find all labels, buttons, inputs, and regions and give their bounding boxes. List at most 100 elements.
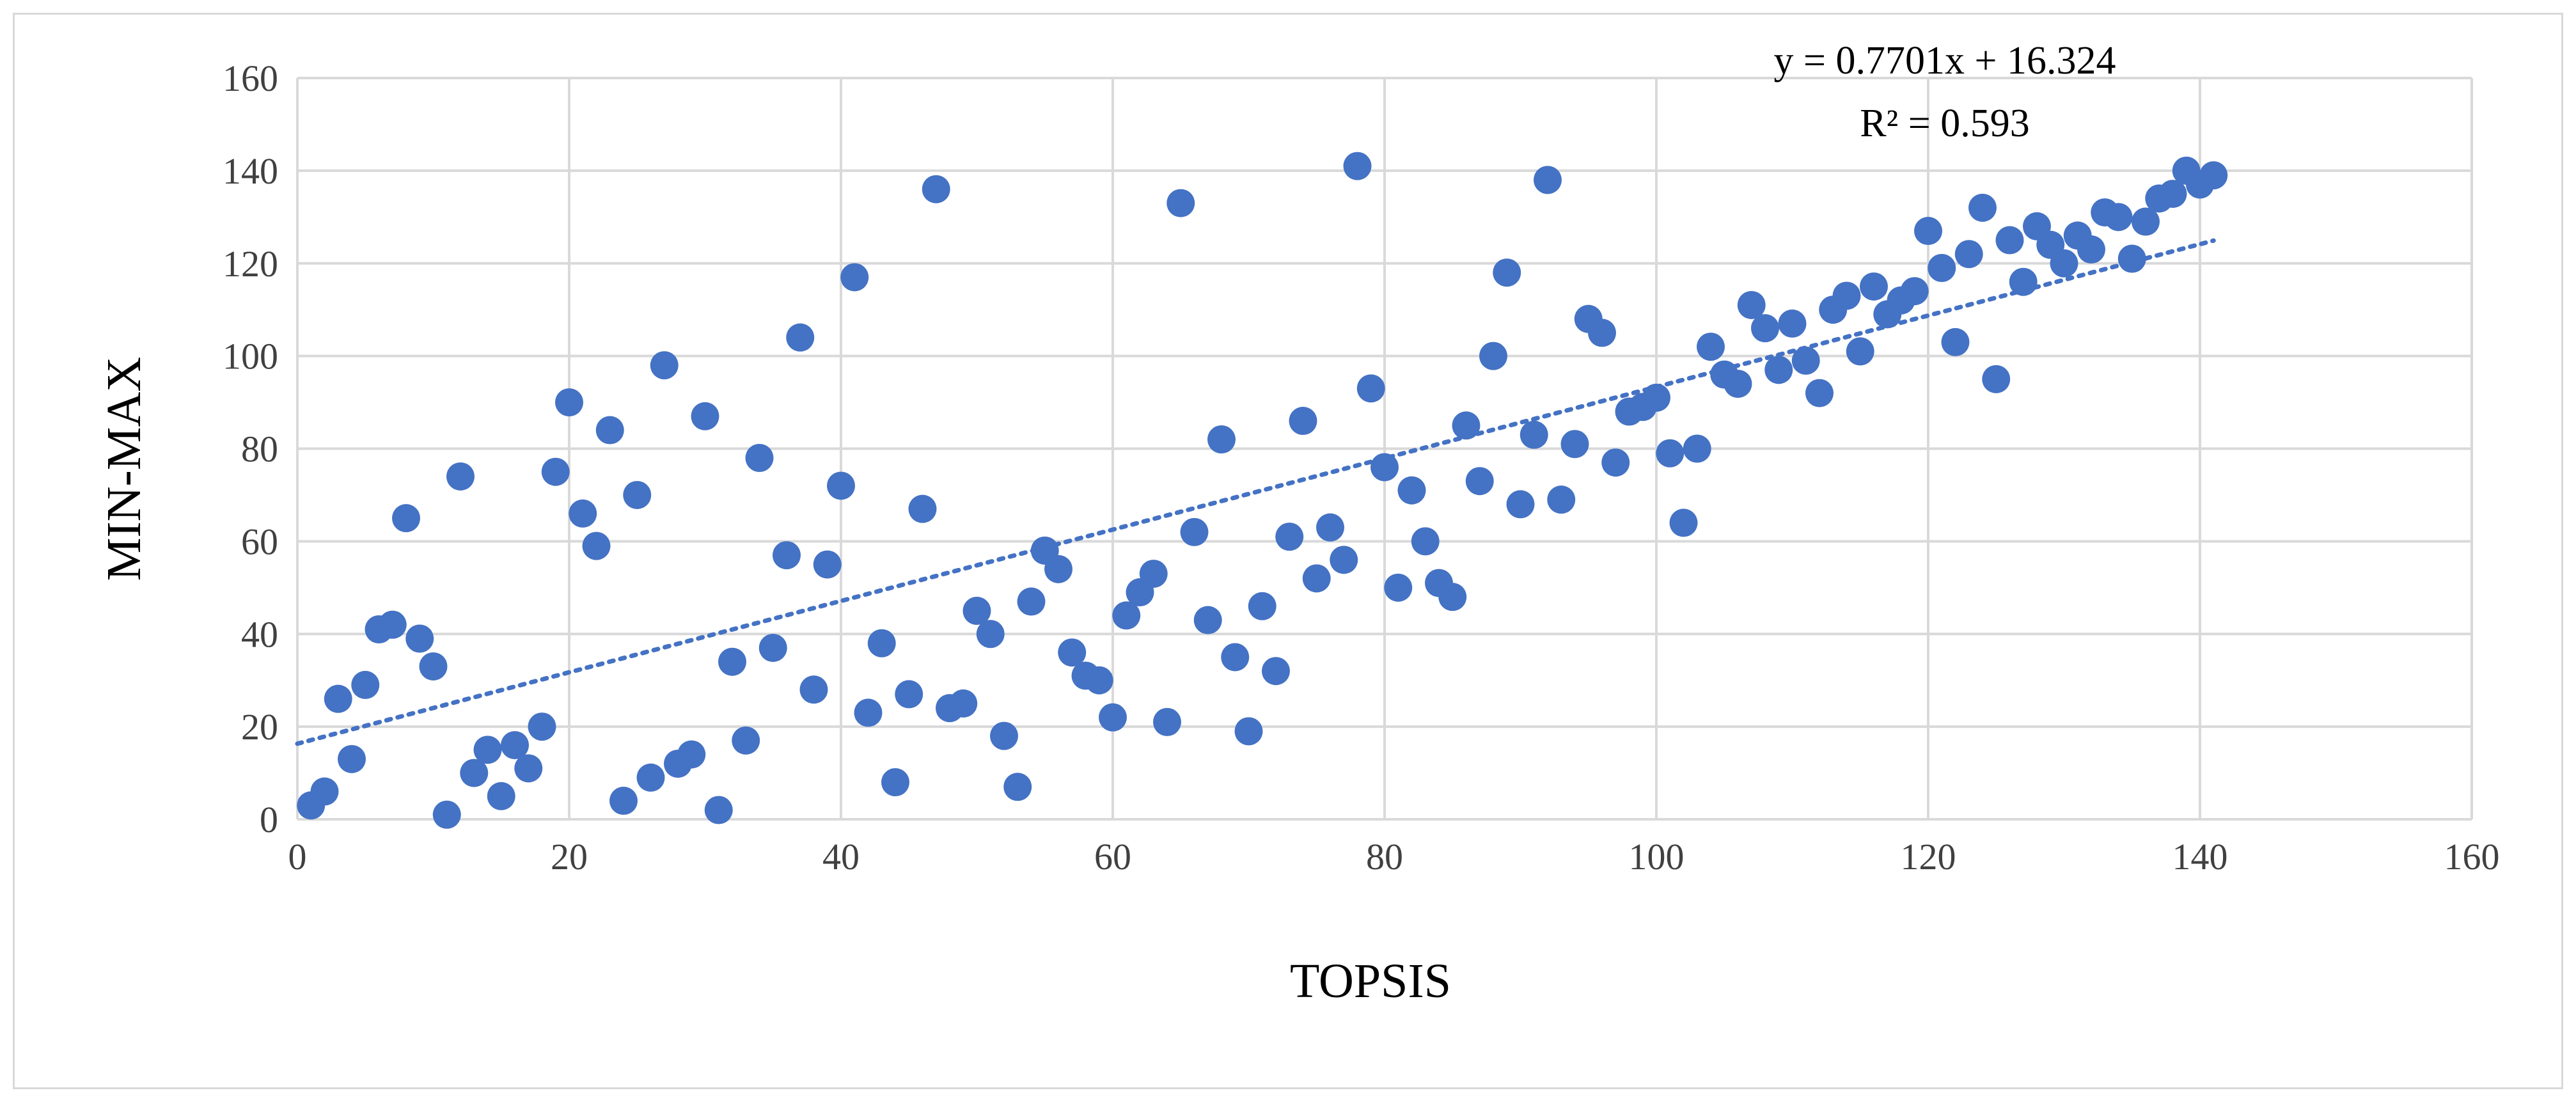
data-point-87: [1465, 467, 1494, 496]
y-tick-label-160: 160: [223, 58, 278, 99]
data-point-76: [1316, 513, 1344, 542]
data-point-125: [1982, 365, 2011, 393]
data-point-17: [514, 754, 543, 783]
y-tick-label-80: 80: [241, 429, 278, 470]
x-tick-label-80: 80: [1366, 836, 1403, 878]
data-point-123: [1954, 240, 1983, 269]
data-point-40: [827, 471, 855, 500]
y-tick-label-40: 40: [241, 613, 278, 655]
data-point-83: [1411, 527, 1440, 556]
data-point-121: [1928, 253, 1956, 282]
data-point-29: [677, 740, 706, 769]
data-point-101: [1656, 439, 1685, 468]
data-point-38: [799, 675, 828, 704]
data-point-14: [473, 736, 502, 764]
data-point-124: [1968, 193, 1997, 222]
data-point-15: [487, 782, 515, 810]
data-point-59: [1085, 666, 1113, 695]
data-point-49: [949, 689, 978, 718]
data-point-37: [786, 323, 815, 352]
tick-labels: 0 20 40 60 80 100 120 140 160 0 20 40 60 80 100 120 140 1…: [223, 58, 2500, 878]
data-point-104: [1697, 333, 1725, 361]
data-point-108: [1751, 314, 1779, 343]
data-point-81: [1384, 573, 1413, 602]
data-point-67: [1193, 606, 1222, 634]
data-points: [297, 152, 2228, 829]
data-point-12: [446, 462, 475, 491]
data-point-112: [1805, 379, 1834, 407]
data-point-114: [1832, 281, 1861, 310]
data-point-42: [854, 698, 883, 727]
data-point-72: [1262, 657, 1290, 686]
data-point-52: [990, 721, 1018, 750]
data-point-63: [1139, 560, 1168, 588]
data-point-130: [2050, 249, 2078, 278]
data-point-22: [582, 531, 611, 560]
data-point-73: [1275, 523, 1304, 551]
y-tick-label-140: 140: [223, 150, 278, 192]
data-point-107: [1737, 290, 1766, 319]
data-point-21: [569, 499, 597, 528]
data-point-138: [2158, 180, 2187, 209]
data-point-24: [609, 787, 638, 815]
data-point-32: [718, 647, 746, 676]
data-point-4: [338, 744, 366, 773]
grid-layer: [296, 77, 2473, 821]
data-point-60: [1099, 703, 1127, 732]
data-point-122: [1941, 327, 1970, 356]
data-point-25: [623, 480, 652, 509]
data-point-79: [1356, 374, 1385, 403]
data-point-30: [691, 402, 719, 430]
data-point-135: [2117, 244, 2146, 273]
x-tick-label-20: 20: [551, 836, 588, 878]
data-point-120: [1914, 217, 1942, 246]
data-point-39: [813, 550, 842, 579]
x-tick-label-120: 120: [1901, 836, 1956, 878]
data-point-5: [351, 670, 380, 699]
data-point-66: [1180, 517, 1209, 546]
data-point-19: [541, 457, 570, 486]
data-point-85: [1438, 583, 1467, 611]
data-point-54: [1017, 587, 1046, 616]
data-point-116: [1860, 272, 1888, 301]
data-point-44: [881, 768, 909, 797]
data-point-57: [1058, 638, 1087, 667]
x-tick-label-60: 60: [1094, 836, 1131, 878]
data-point-65: [1166, 189, 1195, 217]
data-point-23: [595, 416, 624, 445]
x-tick-label-140: 140: [2172, 836, 2228, 878]
data-point-82: [1397, 476, 1426, 505]
data-point-91: [1520, 420, 1548, 449]
data-point-68: [1207, 425, 1236, 454]
data-point-86: [1452, 411, 1480, 440]
data-point-78: [1343, 152, 1372, 180]
data-point-16: [501, 731, 529, 760]
data-point-94: [1560, 430, 1589, 459]
data-point-36: [773, 541, 801, 570]
data-point-7: [378, 610, 407, 639]
data-point-70: [1234, 717, 1263, 746]
y-tick-label-0: 0: [260, 799, 278, 840]
data-point-127: [2009, 267, 2038, 296]
data-point-47: [922, 175, 950, 203]
data-point-26: [636, 763, 665, 792]
data-point-136: [2132, 207, 2160, 236]
data-point-75: [1302, 564, 1331, 593]
data-point-33: [732, 726, 760, 755]
trendline-equation: y = 0.7701x + 16.324: [1774, 39, 2116, 83]
data-point-20: [555, 388, 583, 417]
data-point-132: [2077, 235, 2105, 264]
linear-trendline: [295, 238, 2216, 746]
scatter-chart: 0 20 40 60 80 100 120 140 160 0 20 40 60 80 100 120 140 1…: [97, 39, 2500, 1008]
data-point-11: [432, 800, 461, 829]
data-point-46: [908, 494, 937, 523]
data-point-111: [1791, 346, 1820, 375]
x-tick-label-0: 0: [288, 836, 307, 878]
y-axis-title: MIN-MAX: [97, 357, 151, 581]
data-point-13: [460, 759, 489, 787]
y-tick-label-60: 60: [241, 521, 278, 562]
data-point-106: [1724, 370, 1752, 398]
y-tick-label-100: 100: [223, 336, 278, 377]
data-point-18: [528, 712, 556, 741]
data-point-88: [1479, 342, 1507, 370]
